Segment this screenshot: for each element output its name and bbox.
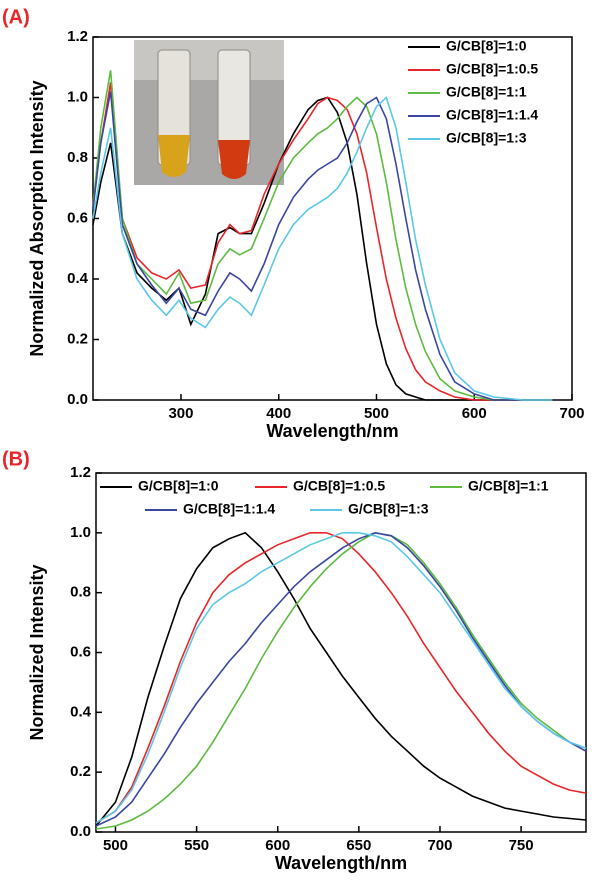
y-axis-label: Normalized Intensity <box>27 564 47 740</box>
legend-label: G/CB[8]=1:1 <box>446 84 527 100</box>
x-tick-label: 550 <box>184 837 209 854</box>
legend-label: G/CB[8]=1:1.4 <box>446 107 538 123</box>
legend-label: G/CB[8]=1:3 <box>348 501 429 517</box>
plot-frame <box>95 472 587 833</box>
series-line <box>92 70 553 401</box>
y-tick-label: 0.8 <box>67 149 88 166</box>
y-tick-label: 0.6 <box>67 209 88 226</box>
y-tick-label: 0.4 <box>70 703 92 720</box>
y-tick-label: 0.8 <box>70 584 91 601</box>
series-line <box>95 531 587 827</box>
series-line <box>92 82 553 401</box>
y-tick-label: 0.0 <box>67 391 88 408</box>
x-tick-label: 700 <box>427 837 452 854</box>
panel-label: (B) <box>2 448 30 470</box>
x-tick-label: 300 <box>168 405 193 422</box>
legend-label: G/CB[8]=1:0.5 <box>446 61 538 77</box>
x-tick-label: 600 <box>265 837 290 854</box>
series-line <box>92 96 553 401</box>
y-tick-label: 1.2 <box>67 28 88 45</box>
y-tick-label: 1.0 <box>70 524 91 541</box>
y-tick-label: 1.2 <box>70 464 91 481</box>
series-line <box>95 531 587 827</box>
panel-label: (A) <box>2 6 30 28</box>
y-tick-label: 0.4 <box>67 270 89 287</box>
x-tick-label: 700 <box>559 405 584 422</box>
series-line <box>95 532 587 824</box>
x-axis-label: Wavelength/nm <box>275 853 407 873</box>
legend-label: G/CB[8]=1:1.4 <box>183 501 275 517</box>
y-tick-label: 0.2 <box>70 763 91 780</box>
y-tick-label: 0.6 <box>70 643 91 660</box>
x-axis-label: Wavelength/nm <box>266 421 398 441</box>
legend-label: G/CB[8]=1:0 <box>138 478 219 494</box>
legend-label: G/CB[8]=1:1 <box>468 478 549 494</box>
x-tick-label: 500 <box>364 405 389 422</box>
x-tick-label: 500 <box>103 837 128 854</box>
series-line <box>95 531 587 830</box>
series-line <box>92 96 553 401</box>
x-tick-label: 750 <box>509 837 534 854</box>
x-tick-label: 400 <box>266 405 291 422</box>
y-tick-label: 1.0 <box>67 88 88 105</box>
x-tick-label: 600 <box>462 405 487 422</box>
y-tick-label: 0.0 <box>70 823 91 840</box>
series-line <box>95 532 587 824</box>
series-line <box>92 91 553 401</box>
x-tick-label: 650 <box>346 837 371 854</box>
legend-label: G/CB[8]=1:0.5 <box>293 478 385 494</box>
inset-photo <box>134 40 284 185</box>
y-axis-label: Normalized Absorption Intensity <box>27 80 47 356</box>
legend-label: G/CB[8]=1:0 <box>446 38 527 54</box>
y-tick-label: 0.2 <box>67 330 88 347</box>
legend-label: G/CB[8]=1:3 <box>446 130 527 146</box>
